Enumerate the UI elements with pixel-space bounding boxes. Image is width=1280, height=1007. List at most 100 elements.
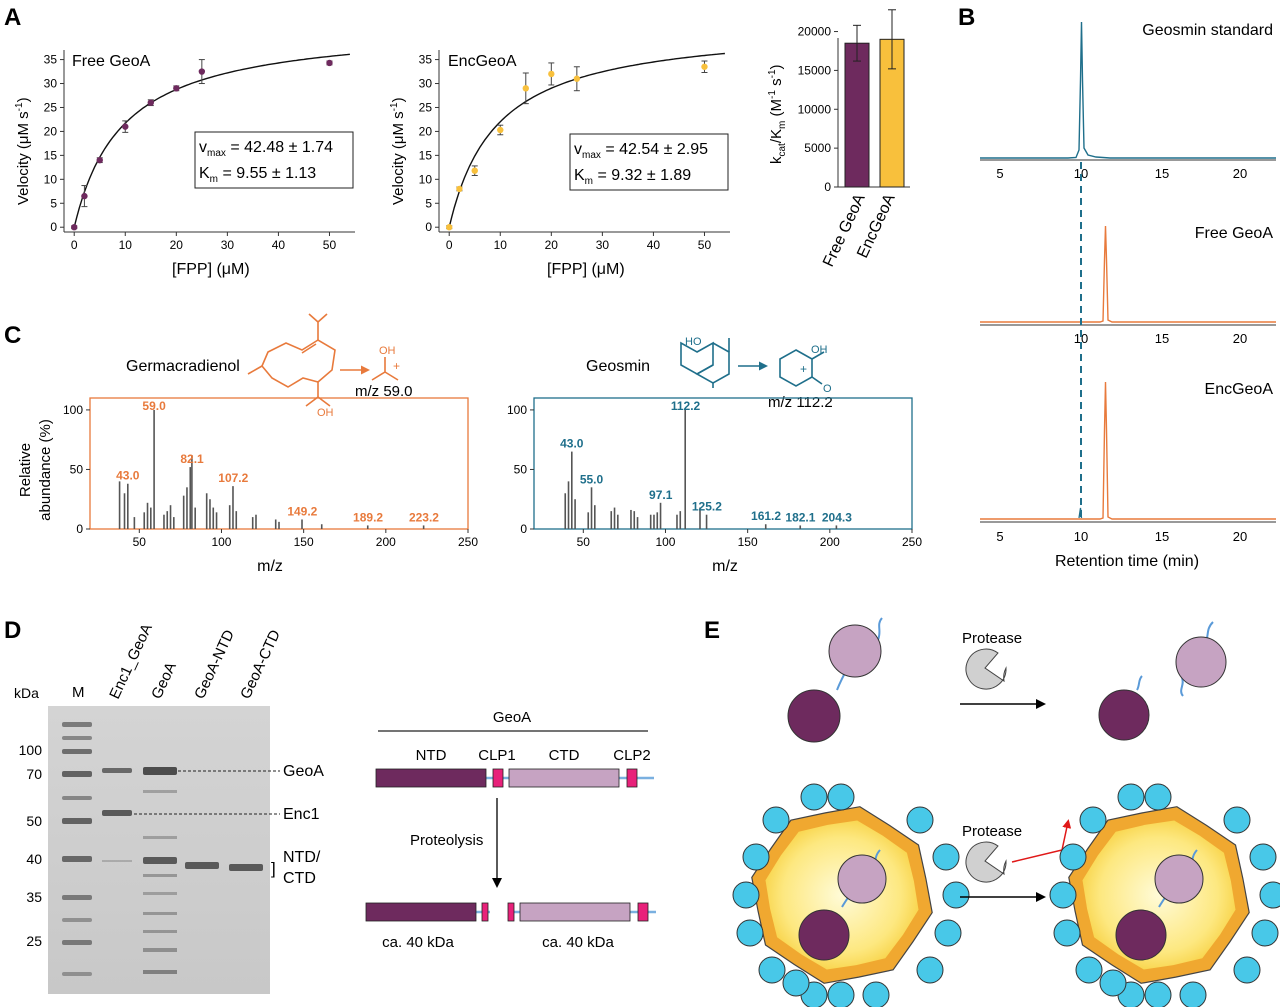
ctd-domain-circle <box>837 854 887 904</box>
y-tick-label: 20000 <box>798 25 832 39</box>
y-tick-label: 50 <box>514 462 528 476</box>
x-tick-label: 20 <box>545 238 559 252</box>
fragment-59-structure <box>371 357 399 381</box>
data-point <box>497 126 504 134</box>
shell-protomer <box>827 783 855 811</box>
x-tick-label: 20 <box>170 238 184 252</box>
vmax-text: vmax = 42.54 ± 2.95 <box>574 141 708 161</box>
tick-label: 15 <box>1155 331 1169 346</box>
y-tick-label: 0 <box>76 522 83 536</box>
fit-parameter-box: vmax = 42.54 ± 2.95 Km = 9.32 ± 1.89 <box>569 133 729 191</box>
ctd-size-label: ca. 40 kDa <box>542 934 614 951</box>
shell-protomer <box>827 981 855 1007</box>
y-tick-label: 30 <box>44 77 58 91</box>
encgeoa-trace <box>980 381 1276 520</box>
ntd-domain <box>375 768 487 788</box>
clp1-domain <box>492 768 504 788</box>
y-tick-label: 25 <box>419 100 433 114</box>
y-tick-label: 10000 <box>798 102 832 116</box>
tick-label: 10 <box>1074 166 1088 181</box>
fragment-112-structure <box>779 349 825 387</box>
x-tick-label: 150 <box>738 535 758 549</box>
tick-label: 5 <box>996 529 1003 544</box>
data-point <box>147 99 154 106</box>
shell-protomer <box>732 881 760 909</box>
y-tick-label: 50 <box>70 462 84 476</box>
shell-protomer <box>1179 981 1207 1007</box>
band-label-ctd: CTD <box>283 870 316 887</box>
trace-label-free-geoa: Free GeoA <box>1195 225 1274 242</box>
shell-protomer <box>1144 783 1172 811</box>
peak-label: 55.0 <box>580 472 604 486</box>
ntd-size-label: ca. 40 kDa <box>382 934 454 951</box>
ctd-fragment <box>519 902 631 922</box>
y-tick-label: 0 <box>520 522 527 536</box>
data-point <box>122 123 129 130</box>
tick-label: 5 <box>996 166 1003 181</box>
peak-label: 43.0 <box>560 437 584 451</box>
protease-label-bottom: Protease <box>962 823 1022 840</box>
marker-lane-bands <box>62 722 92 976</box>
shell-protomer <box>736 919 764 947</box>
fragment-oh: OH <box>379 345 396 357</box>
panel-label-b: B <box>958 4 975 31</box>
ntd-domain-circle <box>1115 909 1167 961</box>
germacradienol-label: Germacradienol <box>126 358 240 375</box>
x-tick-label: 0 <box>71 238 78 252</box>
shell-protomer <box>1075 956 1103 984</box>
marker-70: 70 <box>26 766 42 782</box>
shell-protomer <box>1259 881 1280 909</box>
shell-protomer <box>800 783 828 811</box>
x-axis-label: m/z <box>257 558 283 575</box>
charge-plus: + <box>800 362 807 376</box>
proteolysis-label: Proteolysis <box>410 832 483 849</box>
bar <box>879 38 905 188</box>
y-tick-label: 15 <box>419 148 433 162</box>
sds-page-panel: kDa M Enc1_GeoA GeoA GeoA-NTD GeoA-CTD 1… <box>14 621 656 994</box>
free-protein-after <box>1098 621 1227 741</box>
peak-label: 149.2 <box>287 504 317 518</box>
y-tick-label: 10 <box>44 172 58 186</box>
mass-spectra-panel: Germacradienol OH OH + m/z 59.0 Geosmin … <box>17 313 922 575</box>
data-point <box>81 192 88 200</box>
shell-protomer <box>1049 881 1077 909</box>
lane-label-geoa: GeoA <box>148 660 180 702</box>
germacradienol-oh: OH <box>317 407 334 419</box>
scheme-title: GeoA <box>493 709 531 726</box>
peak-label: 182.1 <box>785 510 815 524</box>
band-label-ntd: NTD/ <box>283 849 321 866</box>
geosmin-label: Geosmin <box>586 358 650 375</box>
shell-protomer <box>1053 919 1081 947</box>
lane-label-geoa-ntd: GeoA-NTD <box>191 627 238 702</box>
y-tick-label: 10 <box>419 172 433 186</box>
x-tick-label: 250 <box>902 535 922 549</box>
panel-label-c: C <box>4 322 21 349</box>
y-tick-label: 15 <box>44 148 58 162</box>
panel-label-d: D <box>4 617 21 644</box>
y-tick-label: 0 <box>425 220 432 234</box>
free-geoa-trace <box>980 225 1276 323</box>
lane-label-m: M <box>72 684 85 701</box>
peak-label: 112.2 <box>671 399 701 413</box>
x-tick-label: 30 <box>596 238 610 252</box>
x-axis-label: Retention time (min) <box>1055 553 1199 570</box>
km-text: Km = 9.32 ± 1.89 <box>574 167 691 187</box>
geosmin-mass-spectrum: 0 50 100 50 100 150 200 250 112.2 43.0 55.0 97.1 125… <box>507 397 922 549</box>
peak-label: 189.2 <box>353 510 383 524</box>
y-tick-label: 30 <box>419 77 433 91</box>
x-tick-label: 50 <box>133 535 147 549</box>
peak-label: 97.1 <box>649 488 673 502</box>
shell-protomer <box>1251 919 1279 947</box>
clp1-fragment-right <box>507 902 515 922</box>
data-point <box>198 68 206 75</box>
tick-label: 15 <box>1155 529 1169 544</box>
peak-label: 161.2 <box>751 509 781 523</box>
shell-protomer <box>1079 806 1107 834</box>
y-axis-label-line2: abundance (%) <box>37 419 54 521</box>
x-tick-label: 50 <box>577 535 591 549</box>
tick-label: 10 <box>1074 331 1088 346</box>
km-text: Km = 9.55 ± 1.13 <box>199 165 316 185</box>
plot-frame <box>63 50 355 233</box>
y-tick-label: 35 <box>419 53 433 67</box>
